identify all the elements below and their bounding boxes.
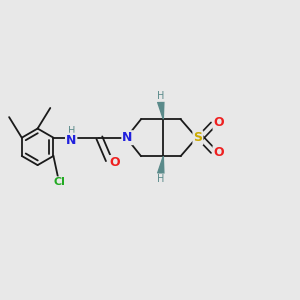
- Text: H: H: [68, 126, 76, 136]
- Text: Cl: Cl: [54, 177, 66, 187]
- Text: S: S: [194, 131, 202, 144]
- Text: O: O: [214, 116, 224, 129]
- Text: H: H: [157, 174, 164, 184]
- Text: N: N: [66, 134, 76, 147]
- Text: O: O: [110, 156, 121, 169]
- Text: N: N: [122, 131, 133, 144]
- Polygon shape: [158, 101, 164, 119]
- Text: H: H: [157, 91, 164, 101]
- Polygon shape: [158, 156, 164, 174]
- Text: O: O: [214, 146, 224, 159]
